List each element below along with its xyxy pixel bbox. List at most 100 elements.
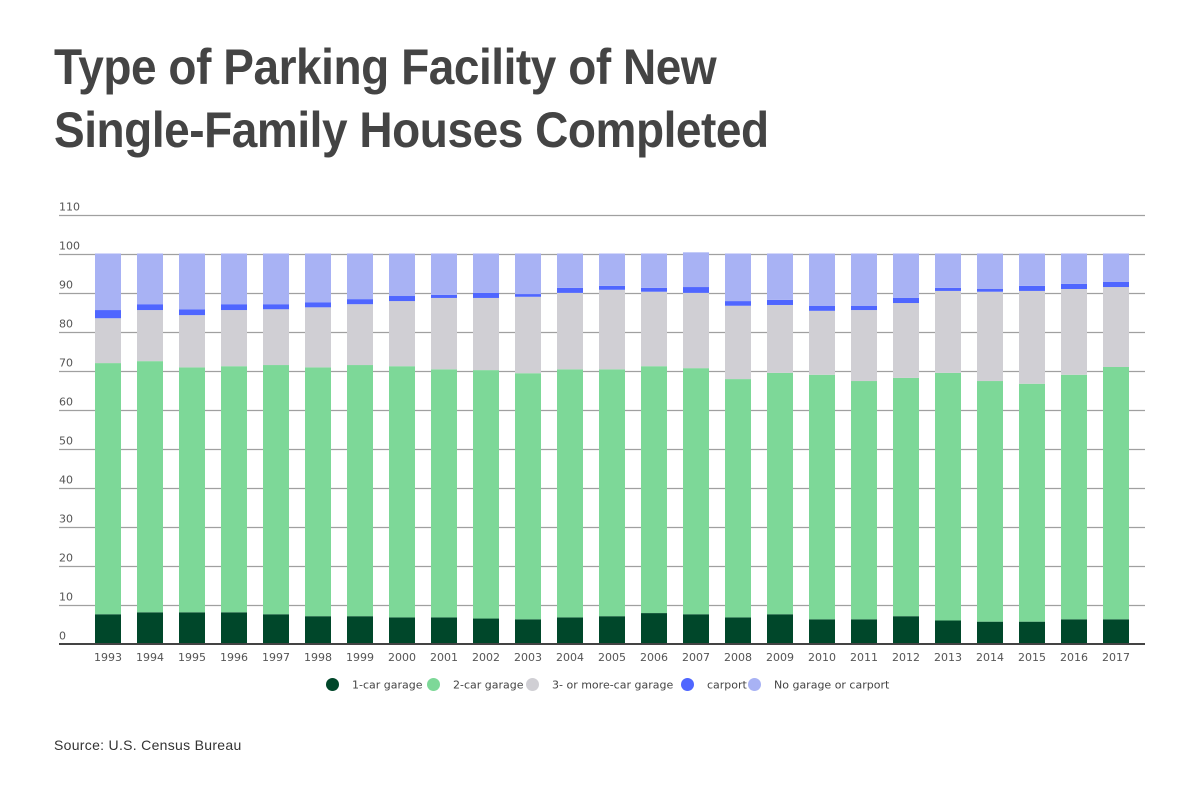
bar-stack-2010 [809,253,835,644]
bar-stack-2015 [1019,253,1045,644]
bar-segment-1-car-garage [389,617,415,644]
bar-segment-1-car-garage [935,620,961,644]
bar-segment-no-garage-or-carport [935,253,961,288]
x-tick-label: 2016 [1060,651,1088,664]
bar-segment-no-garage-or-carport [851,253,877,306]
bar-segment-3-or-more-car-garage [263,309,289,366]
y-axis-tick-labels: 0 10 20 30 40 50 60 70 80 90 100 110 [59,201,80,643]
bar-stack-1993 [95,253,121,644]
bar-segment-3-or-more-car-garage [137,310,163,362]
bar-segment-1-car-garage [599,616,625,644]
legend-marker-icon [681,678,694,691]
bar-segment-2-car-garage [725,379,751,618]
bar-segment-2-car-garage [557,369,583,618]
legend-label: 3- or more-car garage [552,679,673,692]
bar-segment-3-or-more-car-garage [179,315,205,368]
x-tick-label: 2014 [976,651,1004,664]
bar-segment-carport [1061,283,1087,289]
bar-segment-2-car-garage [1019,383,1045,622]
bar-segment-3-or-more-car-garage [641,291,667,367]
bar-segment-1-car-garage [431,617,457,644]
source-note: Source: U.S. Census Bureau [54,737,242,753]
x-tick-label: 2008 [724,651,752,664]
bar-stack-2012 [893,253,919,644]
bar-segment-carport [641,287,667,292]
bar-segment-no-garage-or-carport [179,253,205,310]
x-tick-label: 1998 [304,651,332,664]
bar-stack-1995 [179,253,205,644]
bar-segment-1-car-garage [977,621,1003,644]
bar-segment-carport [767,299,793,305]
x-tick-label: 2004 [556,651,584,664]
bar-segment-2-car-garage [641,366,667,614]
bar-segment-no-garage-or-carport [137,253,163,305]
chart-title-line-1: Type of Parking Facility of New [54,39,717,95]
bar-segment-no-garage-or-carport [683,252,709,288]
chart-title-line-2: Single-Family Houses Completed [54,102,769,158]
bar-segment-1-car-garage [893,616,919,644]
bar-segment-2-car-garage [851,381,877,620]
bar-segment-1-car-garage [305,616,331,644]
bar-segment-no-garage-or-carport [473,253,499,293]
bar-segment-3-or-more-car-garage [431,297,457,370]
legend-marker-icon [326,678,339,691]
bar-segment-3-or-more-car-garage [221,310,247,367]
bar-segment-carport [95,310,121,319]
bar-stack-1998 [305,253,331,644]
bar-segment-2-car-garage [683,368,709,615]
bar-segment-1-car-garage [725,617,751,644]
bar-segment-2-car-garage [389,366,415,618]
y-tick-label: 110 [59,201,80,214]
bar-segment-1-car-garage [1019,621,1045,644]
bar-stack-1994 [137,253,163,644]
bar-segment-2-car-garage [263,365,289,615]
chart-title: Type of Parking Facility of New Single-F… [54,36,769,162]
bar-segment-no-garage-or-carport [1103,253,1129,282]
bar-segment-3-or-more-car-garage [977,291,1003,382]
legend-item[interactable]: 1-car garage [326,678,423,692]
bar-stack-2017 [1103,253,1129,644]
bar-segment-2-car-garage [95,363,121,615]
bar-stack-2001 [431,253,457,644]
bar-segment-1-car-garage [515,619,541,644]
bar-stack-2016 [1061,253,1087,644]
bar-segment-3-or-more-car-garage [683,292,709,369]
bar-segment-3-or-more-car-garage [95,318,121,364]
bar-segment-carport [851,305,877,311]
bars [95,252,1129,644]
y-tick-label: 70 [59,357,73,370]
bar-segment-1-car-garage [263,614,289,644]
legend-item[interactable]: 2-car garage [427,678,524,692]
legend-item[interactable]: No garage or carport [748,678,890,692]
bar-segment-carport [683,287,709,293]
bar-segment-2-car-garage [1103,366,1129,620]
bar-segment-1-car-garage [1061,619,1087,644]
bar-segment-3-or-more-car-garage [1061,288,1087,375]
bar-segment-carport [263,304,289,310]
bar-segment-carport [305,302,331,308]
bar-stack-1996 [221,253,247,644]
bar-segment-3-or-more-car-garage [599,289,625,370]
y-tick-label: 80 [59,318,73,331]
bar-segment-no-garage-or-carport [767,253,793,300]
bar-segment-2-car-garage [347,365,373,617]
legend-item[interactable]: carport [681,678,748,692]
x-tick-label: 2015 [1018,651,1046,664]
x-tick-label: 2005 [598,651,626,664]
y-tick-label: 10 [59,591,73,604]
x-tick-label: 1996 [220,651,248,664]
bar-segment-no-garage-or-carport [431,253,457,295]
bar-segment-3-or-more-car-garage [1019,290,1045,384]
bar-segment-2-car-garage [515,373,541,620]
x-tick-label: 2011 [850,651,878,664]
bar-segment-1-car-garage [95,614,121,644]
legend-item[interactable]: 3- or more-car garage [526,678,673,692]
x-tick-label: 1995 [178,651,206,664]
bar-segment-1-car-garage [851,619,877,644]
bar-segment-carport [1019,285,1045,291]
bar-segment-1-car-garage [1103,619,1129,644]
bar-stack-2008 [725,253,751,644]
bar-segment-3-or-more-car-garage [767,304,793,373]
y-tick-label: 50 [59,435,73,448]
